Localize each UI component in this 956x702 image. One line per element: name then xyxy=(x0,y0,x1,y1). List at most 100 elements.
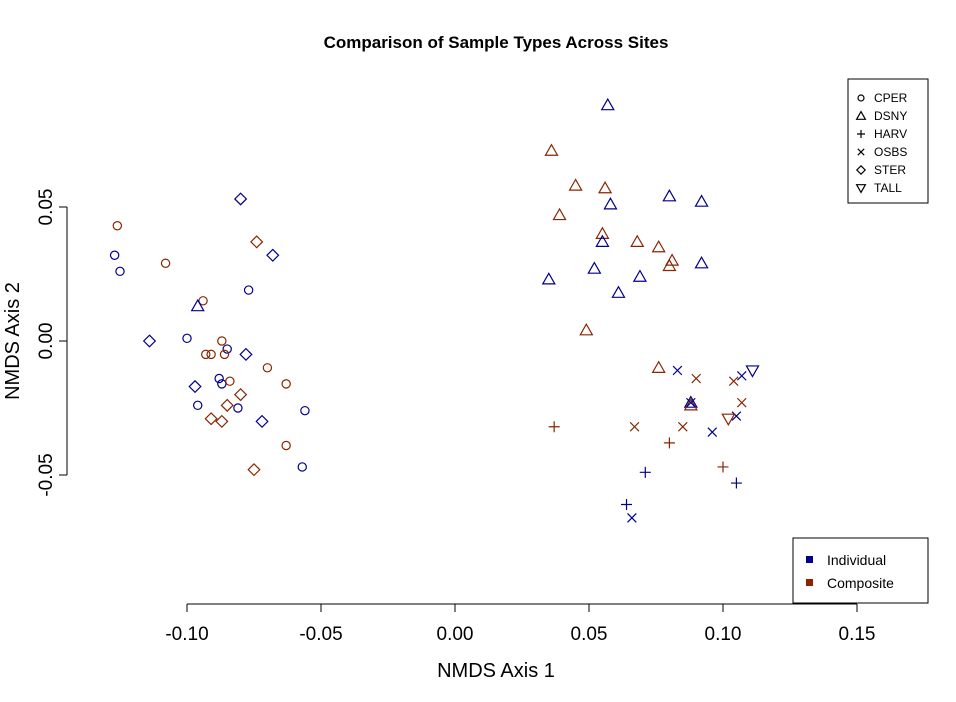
data-point-dsny-composite xyxy=(662,258,677,272)
data-point-dsny-individual xyxy=(595,234,610,247)
legend-individual-swatch xyxy=(806,556,813,563)
x-axis-label: NMDS Axis 1 xyxy=(437,660,555,682)
data-points xyxy=(109,97,760,523)
data-point-cper-composite xyxy=(217,336,227,346)
data-point-dsny-composite xyxy=(651,360,666,373)
data-point-ster-individual xyxy=(266,248,280,262)
data-point-dsny-composite xyxy=(597,180,613,194)
data-point-ster-composite xyxy=(247,463,261,477)
x-axis: -0.10 -0.05 0.00 0.05 0.10 0.15 xyxy=(165,603,876,645)
y-tick-label: -0.05 xyxy=(36,453,57,496)
chart-title: Comparison of Sample Types Across Sites xyxy=(324,33,669,52)
y-axis-label: NMDS Axis 2 xyxy=(2,282,24,400)
data-point-dsny-composite xyxy=(630,234,645,247)
data-point-osbs-individual xyxy=(686,397,696,408)
data-point-cper-composite xyxy=(219,349,230,360)
data-point-dsny-individual xyxy=(587,261,602,274)
x-tick-label: -0.10 xyxy=(165,624,208,645)
data-point-harv-composite xyxy=(717,461,729,473)
site-legend: CPER DSNY HARV OSBS STER TALL xyxy=(847,78,929,204)
y-tick-label: 0.05 xyxy=(36,189,57,226)
data-point-harv-individual xyxy=(730,477,742,489)
legend-site-label: DSNY xyxy=(874,109,907,123)
data-point-osbs-composite xyxy=(736,397,747,408)
data-point-ster-composite xyxy=(204,412,218,426)
legend-dsny-symbol xyxy=(855,110,867,120)
data-point-ster-individual xyxy=(142,334,157,348)
data-point-cper-individual xyxy=(192,400,203,411)
data-point-harv-individual xyxy=(621,498,633,510)
data-point-dsny-individual xyxy=(662,189,677,202)
legend-osbs-symbol xyxy=(857,148,865,156)
data-point-osbs-composite xyxy=(691,373,702,384)
data-point-cper-individual xyxy=(222,344,232,354)
data-point-harv-individual xyxy=(639,466,651,478)
legend-sample-type-label: Composite xyxy=(827,575,894,591)
data-point-osbs-individual xyxy=(707,427,718,437)
data-point-ster-individual xyxy=(255,414,269,429)
data-point-cper-individual xyxy=(297,462,307,472)
data-point-cper-composite xyxy=(281,440,291,451)
data-point-dsny-individual xyxy=(632,269,648,282)
data-point-dsny-composite xyxy=(579,323,594,336)
x-tick-label: 0.15 xyxy=(839,624,876,645)
y-axis: 0.05 0.00 -0.05 xyxy=(36,189,68,497)
data-point-dsny-composite xyxy=(595,226,610,239)
data-point-osbs-composite xyxy=(629,421,640,432)
legend-site-label: CPER xyxy=(874,91,908,105)
data-point-cper-composite xyxy=(281,379,291,389)
data-point-cper-individual xyxy=(243,285,254,295)
data-point-dsny-individual xyxy=(683,395,698,408)
legend-cper-symbol xyxy=(857,94,865,102)
data-point-dsny-individual xyxy=(190,298,205,312)
data-point-osbs-individual xyxy=(672,365,683,376)
data-point-cper-composite xyxy=(112,221,123,231)
data-point-cper-composite xyxy=(262,363,273,373)
data-point-tall-individual xyxy=(745,365,760,378)
data-point-harv-composite xyxy=(548,421,560,433)
data-point-dsny-composite xyxy=(568,178,583,191)
legend-site-label: OSBS xyxy=(874,145,907,159)
data-point-cper-individual xyxy=(300,405,310,416)
data-point-cper-composite xyxy=(198,296,208,306)
data-point-ster-composite xyxy=(250,235,264,249)
data-point-dsny-individual xyxy=(603,197,618,210)
x-tick-label: 0.10 xyxy=(705,624,742,645)
data-point-dsny-composite xyxy=(651,239,666,253)
data-point-dsny-individual xyxy=(600,97,615,111)
data-point-cper-composite xyxy=(225,376,235,386)
legend-site-label: TALL xyxy=(874,181,902,195)
data-point-osbs-individual xyxy=(736,371,747,381)
legend-site-label: HARV xyxy=(874,127,907,141)
data-point-cper-individual xyxy=(109,250,120,260)
data-point-osbs-composite xyxy=(728,376,739,387)
site-legend-box xyxy=(847,78,929,204)
data-point-dsny-individual xyxy=(611,285,626,298)
legend-ster-symbol xyxy=(855,164,867,176)
data-point-tall-composite xyxy=(721,413,736,426)
data-point-ster-composite xyxy=(215,414,229,429)
x-tick-label: 0.00 xyxy=(437,624,474,645)
data-point-dsny-composite xyxy=(683,398,698,411)
data-point-cper-composite xyxy=(206,349,216,360)
sample-type-legend: Individual Composite xyxy=(792,537,929,604)
data-point-osbs-individual xyxy=(731,411,742,421)
legend-site-label: STER xyxy=(874,163,906,177)
data-point-ster-composite xyxy=(220,398,234,412)
y-tick-label: 0.00 xyxy=(36,323,57,360)
legend-tall-symbol xyxy=(855,184,867,194)
data-point-cper-composite xyxy=(160,258,171,269)
data-point-harv-composite xyxy=(663,437,675,449)
x-tick-label: -0.05 xyxy=(299,624,342,645)
data-point-ster-composite xyxy=(233,387,248,402)
data-point-osbs-composite xyxy=(677,421,688,432)
data-point-ster-individual xyxy=(233,192,248,206)
legend-harv-symbol xyxy=(857,130,865,138)
data-point-cper-composite xyxy=(201,349,211,360)
data-point-osbs-individual xyxy=(627,513,637,523)
data-point-dsny-individual xyxy=(694,256,709,269)
data-point-dsny-composite xyxy=(552,207,567,221)
legend-sample-type-label: Individual xyxy=(827,552,886,568)
sample-type-legend-box xyxy=(792,537,929,604)
